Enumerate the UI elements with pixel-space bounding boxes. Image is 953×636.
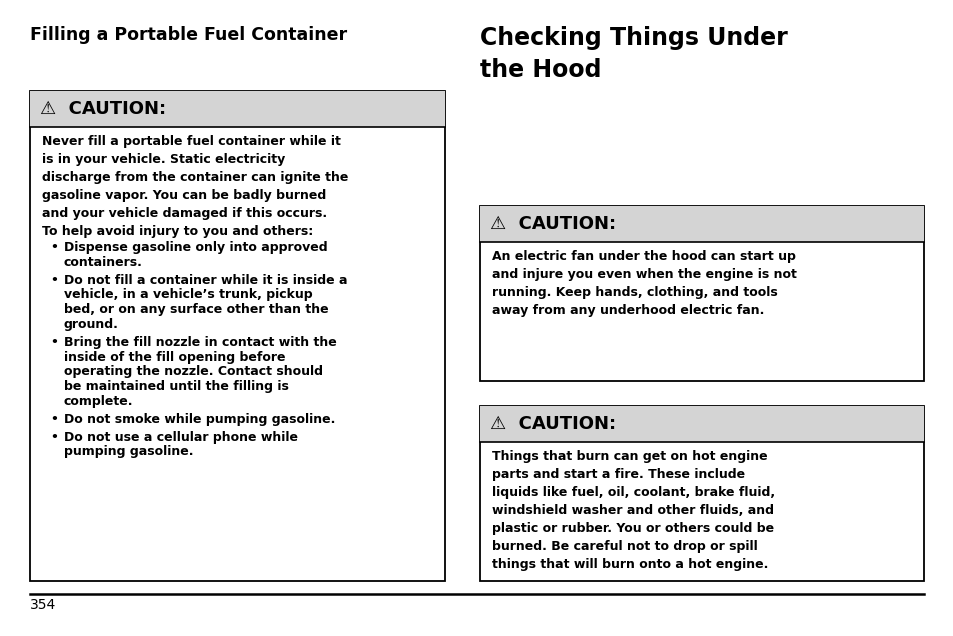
Text: pumping gasoline.: pumping gasoline. <box>64 445 193 459</box>
Text: Checking Things Under: Checking Things Under <box>479 26 787 50</box>
Text: Bring the fill nozzle in contact with the: Bring the fill nozzle in contact with th… <box>64 336 336 349</box>
Text: 354: 354 <box>30 598 56 612</box>
Text: An electric fan under the hood can start up
and injure you even when the engine : An electric fan under the hood can start… <box>492 250 796 317</box>
Bar <box>479 206 923 242</box>
Bar <box>479 406 923 581</box>
Bar <box>479 206 923 381</box>
Text: Do not fill a container while it is inside a: Do not fill a container while it is insi… <box>64 273 347 287</box>
Text: Do not smoke while pumping gasoline.: Do not smoke while pumping gasoline. <box>64 413 335 425</box>
Text: containers.: containers. <box>64 256 143 269</box>
Bar <box>479 406 923 442</box>
Text: operating the nozzle. Contact should: operating the nozzle. Contact should <box>64 366 323 378</box>
Text: be maintained until the filling is: be maintained until the filling is <box>64 380 289 393</box>
Text: Do not use a cellular phone while: Do not use a cellular phone while <box>64 431 297 443</box>
Text: •: • <box>50 413 58 425</box>
Text: Dispense gasoline only into approved: Dispense gasoline only into approved <box>64 241 327 254</box>
Text: •: • <box>50 241 58 254</box>
Text: Filling a Portable Fuel Container: Filling a Portable Fuel Container <box>30 26 347 44</box>
Text: ground.: ground. <box>64 318 119 331</box>
Text: •: • <box>50 431 58 443</box>
Text: bed, or on any surface other than the: bed, or on any surface other than the <box>64 303 328 316</box>
Text: •: • <box>50 336 58 349</box>
Bar <box>30 91 444 581</box>
Text: vehicle, in a vehicle’s trunk, pickup: vehicle, in a vehicle’s trunk, pickup <box>64 288 313 301</box>
Text: •: • <box>50 273 58 287</box>
Text: ⚠  CAUTION:: ⚠ CAUTION: <box>490 215 616 233</box>
Bar <box>30 91 444 127</box>
Text: Never fill a portable fuel container while it
is in your vehicle. Static electri: Never fill a portable fuel container whi… <box>42 135 348 238</box>
Text: inside of the fill opening before: inside of the fill opening before <box>64 350 285 364</box>
Text: Things that burn can get on hot engine
parts and start a fire. These include
liq: Things that burn can get on hot engine p… <box>492 450 774 571</box>
Text: the Hood: the Hood <box>479 58 601 82</box>
Text: ⚠  CAUTION:: ⚠ CAUTION: <box>490 415 616 433</box>
Text: ⚠  CAUTION:: ⚠ CAUTION: <box>40 100 166 118</box>
Text: complete.: complete. <box>64 395 133 408</box>
